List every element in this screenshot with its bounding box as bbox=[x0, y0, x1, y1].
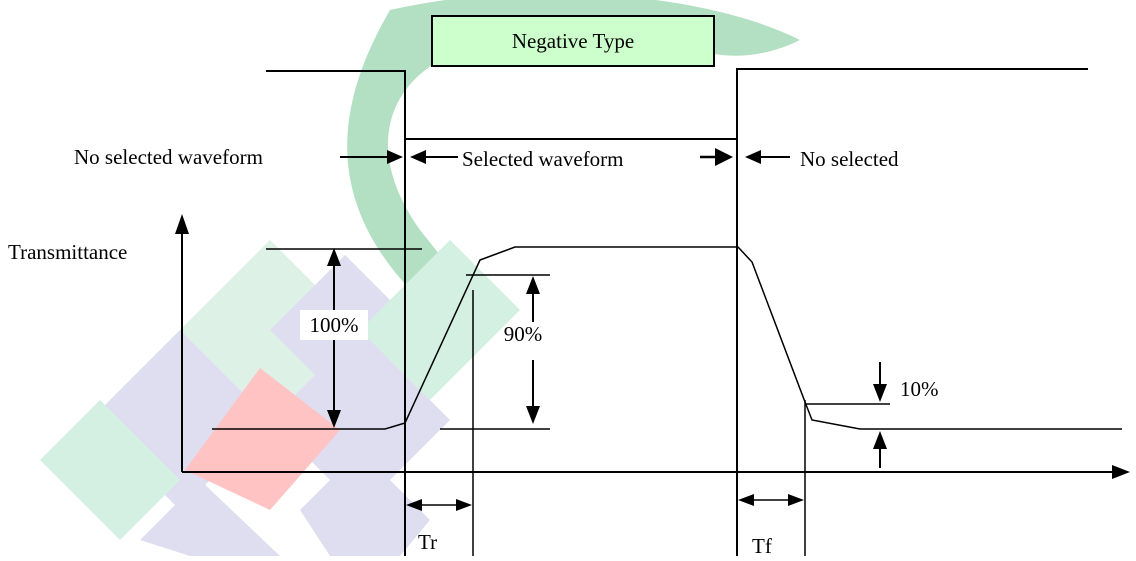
arrow-left-icon bbox=[410, 150, 426, 164]
arrow-down-icon bbox=[327, 410, 341, 428]
arrow-left-icon bbox=[406, 499, 422, 511]
watermark-tile bbox=[360, 240, 520, 400]
pct-100-label: 100% bbox=[310, 313, 359, 337]
transmittance-label: Transmittance bbox=[8, 240, 127, 264]
watermark-tile bbox=[300, 450, 430, 556]
label-mask bbox=[300, 310, 368, 340]
arrow-left-icon bbox=[738, 494, 754, 506]
arrow-up-icon bbox=[526, 276, 540, 294]
arrow-right-icon bbox=[456, 499, 472, 511]
pct-10-label: 10% bbox=[900, 377, 939, 401]
no-selected-waveform-label: No selected waveform bbox=[74, 145, 263, 169]
watermark-tile bbox=[40, 400, 180, 540]
arrow-down-icon bbox=[526, 406, 540, 424]
arrow-up-icon bbox=[873, 431, 887, 449]
watermark-tile bbox=[140, 480, 280, 556]
watermark-tile bbox=[185, 368, 340, 510]
arrow-right-icon bbox=[387, 150, 403, 164]
y-axis-arrow-icon bbox=[175, 214, 189, 234]
selected-waveform-label: Selected waveform bbox=[462, 147, 624, 171]
pct-90-label: 90% bbox=[504, 322, 543, 346]
tr-label: Tr bbox=[418, 530, 437, 554]
title-box bbox=[431, 15, 715, 67]
arrow-right-icon bbox=[788, 494, 804, 506]
arrow-left-icon bbox=[745, 150, 761, 164]
arrow-down-icon bbox=[873, 384, 887, 402]
tf-label: Tf bbox=[752, 534, 772, 556]
x-axis-arrow-icon bbox=[1112, 465, 1130, 479]
arrow-up-icon bbox=[327, 248, 341, 266]
drive-waveform bbox=[266, 68, 1088, 140]
diagram-title: Negative Type bbox=[512, 29, 634, 53]
watermark-arc bbox=[347, 0, 800, 300]
transmittance-curve bbox=[212, 246, 1122, 430]
arrow-right-icon bbox=[715, 148, 733, 166]
no-selected-label: No selected bbox=[800, 147, 899, 171]
